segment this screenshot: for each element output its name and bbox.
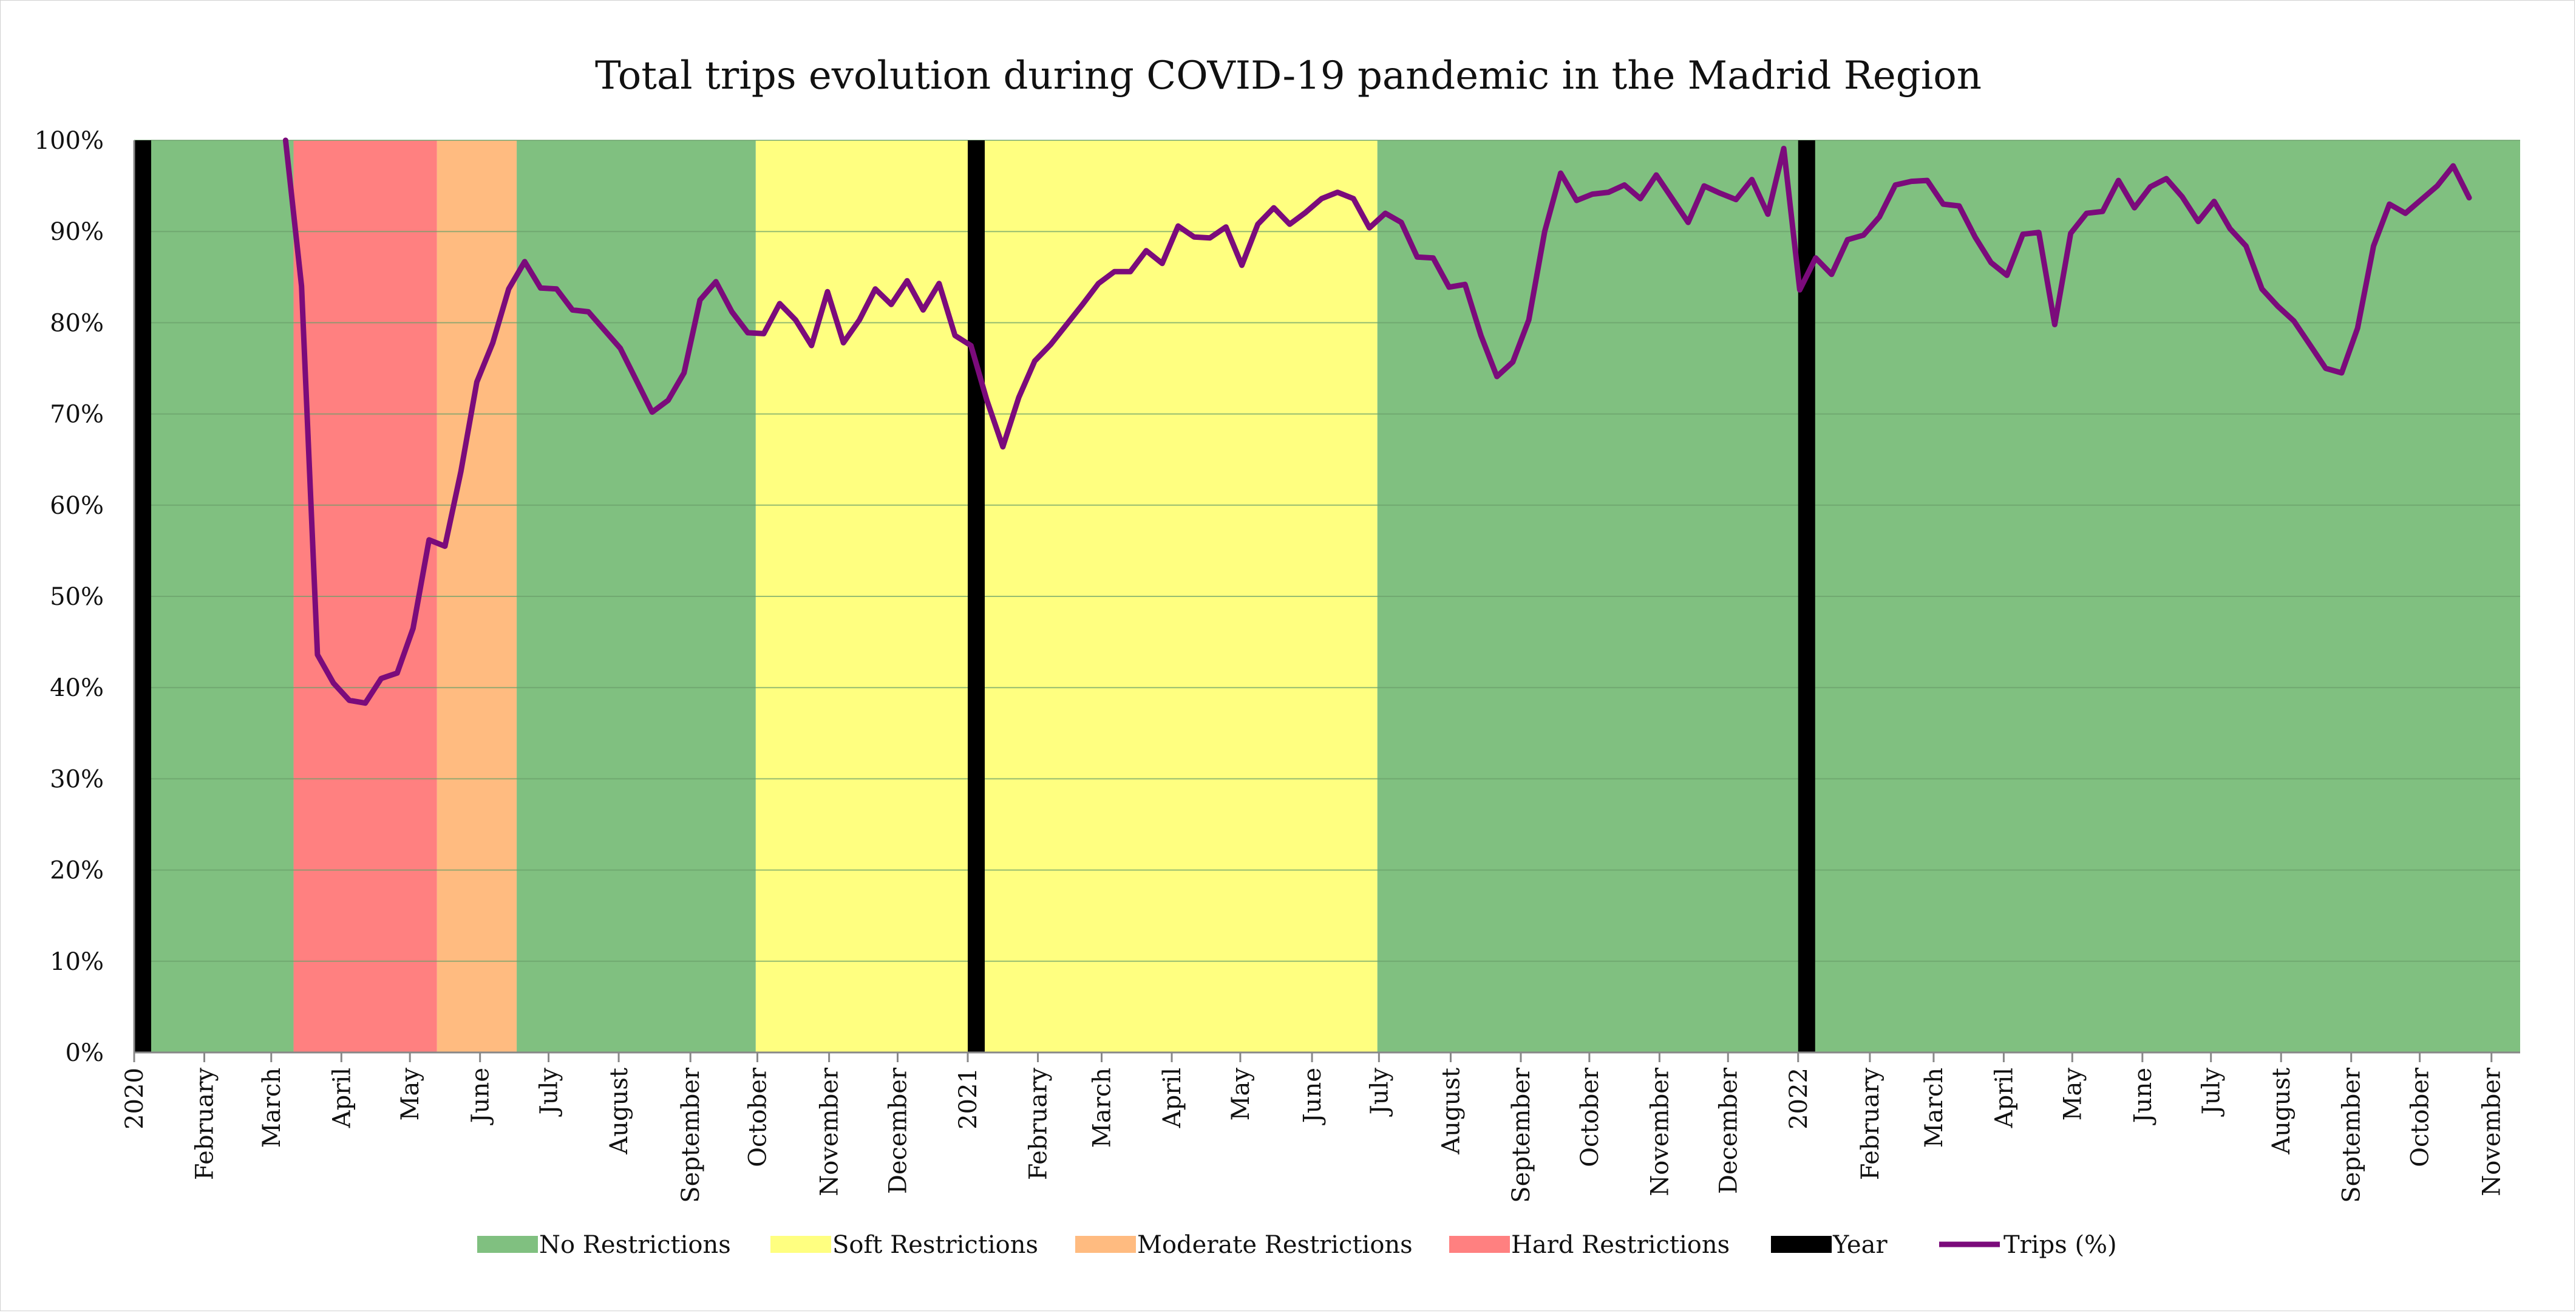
y-tick-label: 90% bbox=[50, 218, 104, 246]
x-tick-label: June bbox=[1299, 1068, 1327, 1125]
x-tick-label: September bbox=[2338, 1067, 2366, 1203]
x-tick-label: August bbox=[605, 1068, 633, 1155]
legend-item-no-restrictions: No Restrictions bbox=[477, 1231, 731, 1259]
year-marker-2021 bbox=[968, 140, 985, 1052]
y-tick-label: 70% bbox=[50, 401, 104, 429]
legend-swatch-soft-restrictions bbox=[770, 1236, 831, 1253]
legend-item-soft-restrictions: Soft Restrictions bbox=[770, 1231, 1038, 1259]
x-tick-label: November bbox=[1646, 1067, 1674, 1196]
x-tick-label: September bbox=[677, 1067, 705, 1203]
year-marker-2022 bbox=[1798, 140, 1815, 1052]
x-tick-label: May bbox=[1227, 1068, 1255, 1121]
x-tick-label: November bbox=[2478, 1067, 2506, 1196]
legend-swatch-moderate-restrictions bbox=[1075, 1236, 1136, 1253]
x-tick-label: June bbox=[467, 1068, 495, 1125]
x-axis-ticks: 2020 February March April May June July August S… bbox=[121, 1052, 2506, 1203]
x-tick-label: 2020 bbox=[121, 1068, 149, 1130]
x-tick-label: May bbox=[2059, 1068, 2087, 1121]
y-tick-label: 0% bbox=[66, 1039, 104, 1067]
axes bbox=[133, 140, 2520, 1054]
x-tick-label: February bbox=[1857, 1068, 1884, 1181]
trips-line bbox=[282, 137, 2472, 706]
year-marker-2020 bbox=[134, 140, 151, 1052]
x-tick-label: August bbox=[2268, 1068, 2296, 1155]
legend-label: Year bbox=[1832, 1231, 1888, 1259]
legend-label: Moderate Restrictions bbox=[1137, 1231, 1413, 1259]
x-tick-label: October bbox=[1576, 1067, 1604, 1167]
x-tick-label: 2021 bbox=[954, 1068, 982, 1130]
y-tick-label: 60% bbox=[50, 492, 104, 520]
x-tick-label: June bbox=[2129, 1068, 2157, 1125]
x-tick-label: March bbox=[258, 1068, 286, 1148]
legend-item-moderate-restrictions: Moderate Restrictions bbox=[1075, 1231, 1413, 1259]
x-tick-label: October bbox=[744, 1067, 772, 1167]
gridlines bbox=[134, 140, 2520, 962]
x-tick-label: May bbox=[396, 1068, 424, 1121]
x-tick-label: October bbox=[2407, 1067, 2435, 1167]
y-tick-label: 100% bbox=[35, 127, 104, 155]
legend-swatch-hard-restrictions bbox=[1449, 1236, 1510, 1253]
x-tick-label: November bbox=[816, 1067, 844, 1196]
legend-item-hard-restrictions: Hard Restrictions bbox=[1449, 1231, 1730, 1259]
x-tick-label: 2022 bbox=[1785, 1068, 1813, 1130]
year-markers bbox=[134, 140, 1815, 1052]
x-tick-label: December bbox=[1715, 1067, 1742, 1194]
y-tick-label: 10% bbox=[50, 948, 104, 976]
y-tick-label: 80% bbox=[50, 309, 104, 337]
x-tick-label: March bbox=[1089, 1068, 1116, 1148]
x-tick-label: July bbox=[2198, 1068, 2226, 1117]
y-tick-label: 20% bbox=[50, 857, 104, 885]
legend-item-year: Year bbox=[1771, 1231, 1888, 1259]
legend-swatch-year bbox=[1771, 1236, 1832, 1253]
y-tick-label: 40% bbox=[50, 674, 104, 702]
legend-item-trips: Trips (%) bbox=[1939, 1231, 2117, 1259]
x-tick-label: March bbox=[1920, 1068, 1948, 1148]
x-tick-label: April bbox=[1158, 1068, 1186, 1128]
legend-label: Trips (%) bbox=[2003, 1231, 2117, 1259]
x-tick-label: December bbox=[884, 1067, 912, 1194]
x-tick-label: July bbox=[535, 1068, 563, 1117]
legend: No Restrictions Soft Restrictions Moderate… bbox=[477, 1231, 2117, 1259]
x-tick-label: April bbox=[1990, 1068, 2018, 1128]
x-tick-label: February bbox=[1025, 1068, 1053, 1181]
series-line-trips bbox=[282, 137, 2472, 706]
y-axis-ticks: 0% 10% 20% 30% 40% 50% 60% 70% 80% 90% 100% bbox=[35, 127, 104, 1067]
y-tick-label: 50% bbox=[50, 583, 104, 611]
x-tick-label: February bbox=[191, 1068, 219, 1181]
x-tick-label: September bbox=[1507, 1067, 1535, 1203]
x-tick-label: August bbox=[1437, 1068, 1465, 1155]
legend-swatch-no-restrictions bbox=[477, 1236, 538, 1253]
legend-label: No Restrictions bbox=[539, 1231, 731, 1259]
x-tick-label: July bbox=[1365, 1068, 1393, 1117]
chart-title: Total trips evolution during COVID-19 pa… bbox=[595, 53, 1982, 98]
y-tick-label: 30% bbox=[50, 765, 104, 793]
x-tick-label: April bbox=[328, 1068, 356, 1128]
legend-label: Soft Restrictions bbox=[832, 1231, 1038, 1259]
legend-label: Hard Restrictions bbox=[1511, 1231, 1730, 1259]
